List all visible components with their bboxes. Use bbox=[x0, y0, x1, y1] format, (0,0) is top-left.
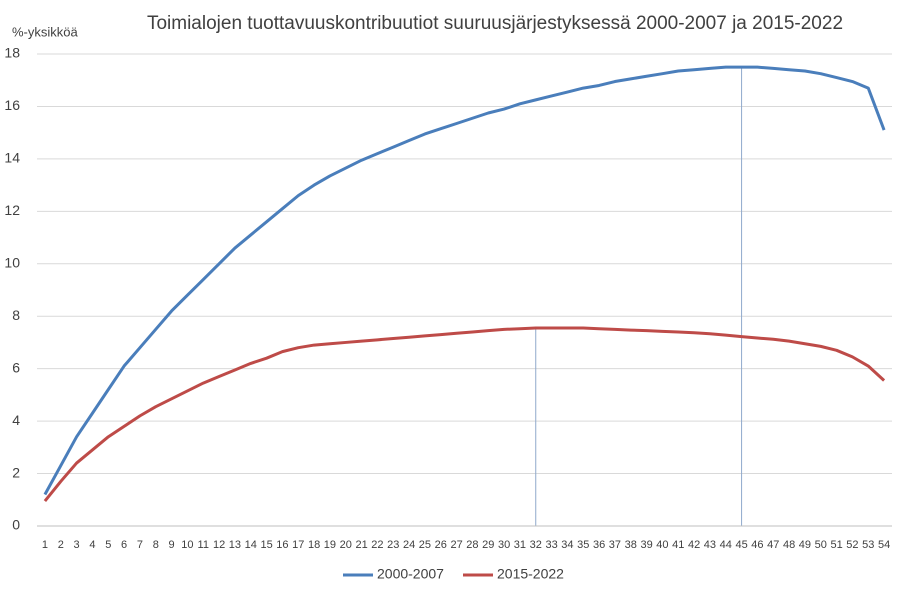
x-tick-label: 46 bbox=[751, 539, 763, 551]
x-tick-label: 34 bbox=[561, 539, 573, 551]
y-tick-label: 18 bbox=[4, 45, 20, 61]
x-tick-label: 33 bbox=[545, 539, 557, 551]
x-tick-label: 4 bbox=[89, 539, 95, 551]
legend-label: 2000-2007 bbox=[377, 566, 444, 582]
x-tick-label: 54 bbox=[878, 539, 890, 551]
x-tick-label: 22 bbox=[371, 539, 383, 551]
x-tick-label: 44 bbox=[720, 539, 732, 551]
x-tick-label: 37 bbox=[609, 539, 621, 551]
x-tick-label: 13 bbox=[229, 539, 241, 551]
y-tick-label: 4 bbox=[12, 412, 20, 428]
x-tick-label: 16 bbox=[276, 539, 288, 551]
y-tick-label: 6 bbox=[12, 359, 20, 375]
legend-label: 2015-2022 bbox=[497, 566, 564, 582]
x-tick-label: 51 bbox=[830, 539, 842, 551]
chart-title: Toimialojen tuottavuuskontribuutiot suur… bbox=[147, 13, 843, 34]
y-tick-label: 2 bbox=[12, 464, 20, 480]
x-tick-label: 48 bbox=[783, 539, 795, 551]
x-tick-label: 36 bbox=[593, 539, 605, 551]
x-tick-label: 50 bbox=[815, 539, 827, 551]
line-series bbox=[43, 65, 886, 496]
x-tick-label: 52 bbox=[846, 539, 858, 551]
x-tick-label: 41 bbox=[672, 539, 684, 551]
x-tick-label: 49 bbox=[799, 539, 811, 551]
x-tick-label: 5 bbox=[105, 539, 111, 551]
x-tick-label: 2 bbox=[58, 539, 64, 551]
x-tick-label: 7 bbox=[137, 539, 143, 551]
y-tick-label: 0 bbox=[12, 517, 20, 533]
x-tick-label: 8 bbox=[153, 539, 159, 551]
x-tick-label: 10 bbox=[181, 539, 193, 551]
x-tick-label: 3 bbox=[74, 539, 80, 551]
x-tick-label: 15 bbox=[260, 539, 272, 551]
x-tick-label: 43 bbox=[704, 539, 716, 551]
x-tick-label: 23 bbox=[387, 539, 399, 551]
x-tick-label: 27 bbox=[450, 539, 462, 551]
line-series bbox=[43, 326, 886, 503]
x-tick-label: 29 bbox=[482, 539, 494, 551]
x-tick-label: 32 bbox=[530, 539, 542, 551]
x-tick-label: 12 bbox=[213, 539, 225, 551]
x-tick-label: 26 bbox=[435, 539, 447, 551]
x-tick-label: 20 bbox=[340, 539, 352, 551]
x-tick-label: 53 bbox=[862, 539, 874, 551]
x-tick-label: 42 bbox=[688, 539, 700, 551]
x-tick-label: 28 bbox=[466, 539, 478, 551]
x-tick-label: 6 bbox=[121, 539, 127, 551]
x-tick-label: 21 bbox=[355, 539, 367, 551]
x-tick-label: 1 bbox=[42, 539, 48, 551]
y-tick-label: 8 bbox=[12, 307, 20, 323]
y-tick-label: 12 bbox=[4, 202, 20, 218]
y-tick-label: 14 bbox=[4, 150, 20, 166]
x-tick-label: 11 bbox=[198, 539, 209, 551]
x-tick-label: 19 bbox=[324, 539, 336, 551]
x-tick-label: 9 bbox=[169, 539, 175, 551]
x-tick-label: 17 bbox=[292, 539, 304, 551]
x-tick-label: 18 bbox=[308, 539, 320, 551]
x-tick-label: 31 bbox=[514, 539, 526, 551]
x-tick-label: 38 bbox=[625, 539, 637, 551]
x-tick-label: 25 bbox=[419, 539, 431, 551]
y-axis-label: %-yksikköä bbox=[12, 24, 79, 39]
x-tick-label: 35 bbox=[577, 539, 589, 551]
x-tick-label: 47 bbox=[767, 539, 779, 551]
x-tick-label: 40 bbox=[656, 539, 668, 551]
x-tick-label: 24 bbox=[403, 539, 415, 551]
x-tick-label: 39 bbox=[640, 539, 652, 551]
y-tick-label: 16 bbox=[4, 97, 20, 113]
x-tick-label: 14 bbox=[245, 539, 257, 551]
y-tick-label: 10 bbox=[4, 254, 20, 270]
x-tick-label: 30 bbox=[498, 539, 510, 551]
x-tick-label: 45 bbox=[735, 539, 747, 551]
